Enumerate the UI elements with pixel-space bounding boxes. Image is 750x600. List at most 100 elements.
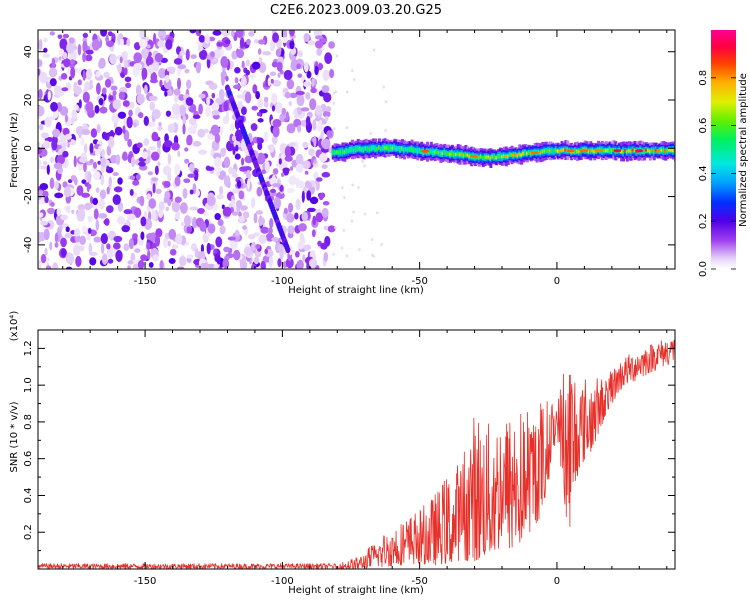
heatmap-cell: [493, 155, 497, 159]
heatmap-cell: [412, 148, 416, 152]
heatmap-cell: [123, 243, 130, 251]
colorbar-ticks: 0.0 0.2 0.4 0.6 0.8: [698, 70, 736, 277]
heatmap-cell: [610, 149, 614, 153]
snr-frame: [37, 329, 676, 570]
heatmap-cell: [374, 147, 378, 150]
x-tick-label: -150: [134, 576, 157, 587]
heatmap-cell: [146, 44, 151, 49]
heatmap-cell: [495, 156, 499, 160]
heatmap-cell: [191, 216, 198, 229]
heatmap-cell: [127, 260, 134, 265]
chart-title: C2E6.2023.009.03.20.G25: [270, 3, 442, 18]
heatmap-cell: [510, 153, 514, 157]
heatmap-cell: [64, 133, 72, 140]
y-tick-label: 40: [23, 45, 34, 58]
heatmap-cell: [316, 177, 323, 182]
heatmap-cell: [329, 68, 335, 79]
heatmap-cell: [219, 185, 224, 196]
heatmap-cell: [198, 34, 206, 43]
heatmap-cell: [232, 84, 242, 90]
heatmap-cell: [362, 148, 366, 152]
heatmap-cell: [98, 145, 102, 153]
heatmap-cell: [64, 114, 69, 123]
heatmap-cell: [87, 227, 92, 235]
x-tick-label: -100: [271, 576, 294, 587]
heatmap-cell: [251, 241, 257, 251]
heatmap-cell: [211, 102, 220, 112]
heatmap-cell: [331, 150, 335, 154]
heatmap-cell: [366, 147, 370, 151]
heatmap-cell: [198, 103, 203, 115]
heatmap-cell: [189, 30, 197, 34]
heatmap-cell: [48, 116, 56, 121]
heatmap-cell: [664, 149, 668, 153]
heatmap-cell: [321, 207, 329, 218]
heatmap-cell: [452, 153, 456, 157]
heatmap-cell: [328, 41, 335, 49]
heatmap-cell: [326, 130, 333, 138]
heatmap-cell: [351, 69, 354, 73]
heatmap-cell: [180, 221, 185, 227]
heatmap-cell: [215, 170, 220, 177]
heatmap-cell: [235, 200, 243, 209]
heatmap-cell: [295, 198, 301, 211]
heatmap-cell: [168, 228, 177, 240]
heatmap-cell: [309, 98, 317, 111]
heatmap-cell: [240, 76, 247, 88]
heatmap-cell: [62, 181, 68, 188]
heatmap-cell: [322, 200, 330, 206]
heatmap-cell: [107, 131, 116, 137]
heatmap-cell: [185, 97, 194, 106]
heatmap-cell: [109, 53, 117, 65]
heatmap-cell: [575, 149, 579, 153]
heatmap-cell: [197, 208, 205, 215]
heatmap-cell: [98, 197, 105, 210]
heatmap-cell: [113, 186, 123, 193]
heatmap-cell: [458, 153, 462, 157]
heatmap-cell: [171, 244, 179, 250]
heatmap-cell: [255, 243, 261, 250]
heatmap-cell: [416, 149, 420, 153]
heatmap-cell: [83, 161, 87, 173]
heatmap-cell: [75, 255, 82, 268]
colorbar-gradient: [711, 30, 736, 269]
heatmap-cell: [315, 35, 324, 40]
heatmap-cell: [354, 147, 358, 151]
heatmap-cell: [246, 38, 251, 46]
heatmap-cell: [148, 198, 157, 209]
heatmap-cell: [281, 107, 287, 116]
heatmap-cell: [254, 39, 259, 44]
snr-x-ticks: -150 -100 -50 0: [62, 330, 668, 587]
heatmap-cell: [108, 176, 113, 187]
heatmap-cell: [186, 254, 194, 259]
heatmap-cell: [313, 159, 317, 165]
heatmap-cell: [89, 158, 94, 164]
heatmap-cell: [668, 148, 672, 152]
heatmap-cell: [38, 231, 42, 243]
heatmap-cell: [213, 248, 218, 254]
heatmap-cell: [62, 52, 68, 60]
heatmap-cell: [547, 149, 551, 153]
heatmap-cell: [450, 151, 454, 155]
heatmap-cell: [124, 76, 132, 83]
heatmap-cell: [554, 148, 558, 152]
heatmap-cell: [324, 52, 333, 64]
heatmap-cell: [220, 56, 229, 68]
heatmap-cell: [224, 39, 231, 45]
heatmap-cell: [106, 165, 110, 171]
heatmap-cell: [246, 178, 251, 190]
heatmap-cell: [42, 140, 51, 150]
heatmap-cell: [418, 149, 422, 152]
heatmap-cell: [43, 228, 50, 241]
y-tick-label: -20: [23, 188, 34, 204]
heatmap-cell: [304, 170, 309, 175]
heatmap-cell: [320, 130, 324, 140]
heatmap-cell: [447, 152, 451, 156]
heatmap-cell: [81, 225, 88, 233]
heatmap-cell: [120, 72, 125, 78]
heatmap-cell: [306, 70, 312, 79]
heatmap-cell: [289, 40, 295, 50]
x-tick-label: 0: [554, 276, 560, 287]
heatmap-cell: [481, 156, 485, 160]
heatmap-cell: [573, 149, 577, 153]
